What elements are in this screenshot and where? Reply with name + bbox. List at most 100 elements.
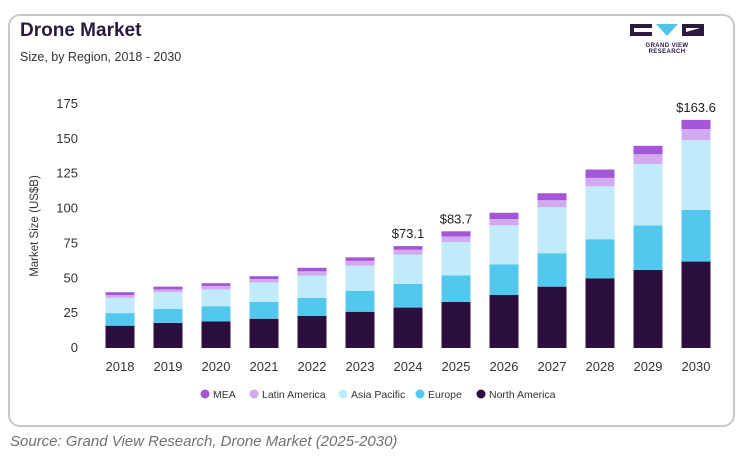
x-axis: 2018 2019 2020 2021 2022 2023 2024 2025 2026 2027…: [106, 359, 711, 374]
legend-label-mea: MEA: [213, 389, 236, 401]
bar-europe-2026: [489, 264, 519, 296]
bar-north-america-2025: [441, 301, 471, 348]
chart-subtitle: Size, by Region, 2018 - 2030: [20, 50, 182, 64]
bar-asia-pacific-2030: [681, 140, 711, 210]
legend-label-europe: Europe: [428, 389, 462, 401]
bar-asia-pacific-2019: [153, 292, 183, 309]
bar-latin-america-2028: [585, 177, 615, 187]
x-tick-label-2025: 2025: [442, 359, 471, 374]
bar-asia-pacific-2027: [537, 207, 567, 254]
bar-mea-2028: [585, 169, 615, 178]
data-label-2024: $73.1: [392, 226, 425, 241]
bar-europe-2029: [633, 225, 663, 270]
bar-north-america-2018: [105, 325, 135, 348]
y-tick-label-125: 125: [56, 166, 78, 181]
bar-mea-2020: [201, 283, 231, 286]
data-labels: $73.1 $83.7 $163.6: [392, 100, 716, 241]
bar-asia-pacific-2028: [585, 186, 615, 240]
bar-latin-america-2022: [297, 271, 327, 276]
bar-europe-2027: [537, 253, 567, 287]
bar-latin-america-2026: [489, 219, 519, 226]
bar-mea-2018: [105, 292, 135, 296]
bar-mea-2026: [489, 212, 519, 220]
bar-mea-2023: [345, 257, 375, 261]
bar-north-america-2022: [297, 315, 327, 348]
x-tick-label-2020: 2020: [202, 359, 231, 374]
bar-europe-2024: [393, 283, 423, 308]
bar-asia-pacific-2029: [633, 163, 663, 226]
brand-logo: GRAND VIEW RESEARCH: [628, 22, 706, 62]
bar-latin-america-2018: [105, 295, 135, 298]
y-tick-label-25: 25: [64, 305, 78, 320]
bar-latin-america-2023: [345, 260, 375, 266]
bar-north-america-2020: [201, 321, 231, 348]
legend-swatch-latin-america: [249, 389, 259, 399]
bar-asia-pacific-2023: [345, 265, 375, 291]
bar-asia-pacific-2026: [489, 225, 519, 265]
y-axis: 0 25 50 75 100 125 150 175: [56, 96, 78, 355]
bar-latin-america-2024: [393, 249, 423, 255]
chart-title: Drone Market: [20, 20, 142, 41]
bar-north-america-2027: [537, 286, 567, 348]
bar-latin-america-2021: [249, 278, 279, 283]
y-tick-label-175: 175: [56, 96, 78, 111]
y-tick-label-100: 100: [56, 201, 78, 216]
bar-europe-2023: [345, 290, 375, 312]
legend-swatch-north-america: [476, 389, 486, 399]
bar-europe-2020: [201, 306, 231, 322]
legend-item-north-america: North America: [476, 389, 556, 401]
x-tick-label-2022: 2022: [298, 359, 327, 374]
logo-text: GRAND VIEW RESEARCH: [645, 43, 689, 55]
x-tick-label-2023: 2023: [346, 359, 375, 374]
x-tick-label-2018: 2018: [106, 359, 135, 374]
data-label-2025: $83.7: [440, 211, 473, 226]
bar-north-america-2026: [489, 295, 519, 348]
bar-mea-2024: [393, 246, 423, 250]
legend-swatch-europe: [415, 389, 425, 399]
bar-latin-america-2019: [153, 289, 183, 293]
data-label-2030: $163.6: [676, 100, 716, 115]
bar-mea-2022: [297, 267, 327, 272]
y-axis-label: Market Size (US$B): [29, 175, 41, 277]
x-tick-label-2021: 2021: [250, 359, 279, 374]
bar-europe-2028: [585, 239, 615, 279]
bar-mea-2030: [681, 119, 711, 130]
bar-latin-america-2029: [633, 154, 663, 164]
bar-latin-america-2030: [681, 129, 711, 141]
legend-item-mea: MEA: [200, 389, 236, 401]
bar-north-america-2019: [153, 322, 183, 348]
bar-asia-pacific-2025: [441, 242, 471, 276]
bar-asia-pacific-2020: [201, 289, 231, 307]
bar-europe-2019: [153, 308, 183, 323]
bar-asia-pacific-2018: [105, 297, 135, 314]
y-tick-label-0: 0: [71, 340, 78, 355]
bar-north-america-2030: [681, 261, 711, 348]
bar-latin-america-2020: [201, 285, 231, 290]
bar-europe-2022: [297, 297, 327, 316]
bar-europe-2018: [105, 313, 135, 326]
bar-north-america-2021: [249, 318, 279, 348]
bar-latin-america-2027: [537, 200, 567, 208]
bar-mea-2019: [153, 286, 183, 290]
bar-mea-2025: [441, 231, 471, 237]
bar-europe-2025: [441, 275, 471, 302]
legend-label-latin-america: Latin America: [262, 389, 326, 401]
bar-north-america-2023: [345, 311, 375, 348]
source-note: Source: Grand View Research, Drone Marke…: [10, 433, 398, 450]
logo-mark-icon: [630, 24, 704, 36]
bar-asia-pacific-2024: [393, 254, 423, 284]
legend-item-europe: Europe: [415, 389, 462, 401]
legend-swatch-asia-pacific: [338, 389, 348, 399]
x-tick-label-2024: 2024: [394, 359, 423, 374]
x-tick-label-2026: 2026: [490, 359, 519, 374]
x-tick-label-2028: 2028: [586, 359, 615, 374]
bar-north-america-2024: [393, 307, 423, 348]
bar-asia-pacific-2022: [297, 275, 327, 298]
legend-item-latin-america: Latin America: [249, 389, 326, 401]
x-tick-label-2030: 2030: [682, 359, 711, 374]
y-tick-label-50: 50: [64, 270, 78, 285]
x-tick-label-2029: 2029: [634, 359, 663, 374]
bar-north-america-2029: [633, 269, 663, 348]
legend-item-asia-pacific: Asia Pacific: [338, 389, 405, 401]
